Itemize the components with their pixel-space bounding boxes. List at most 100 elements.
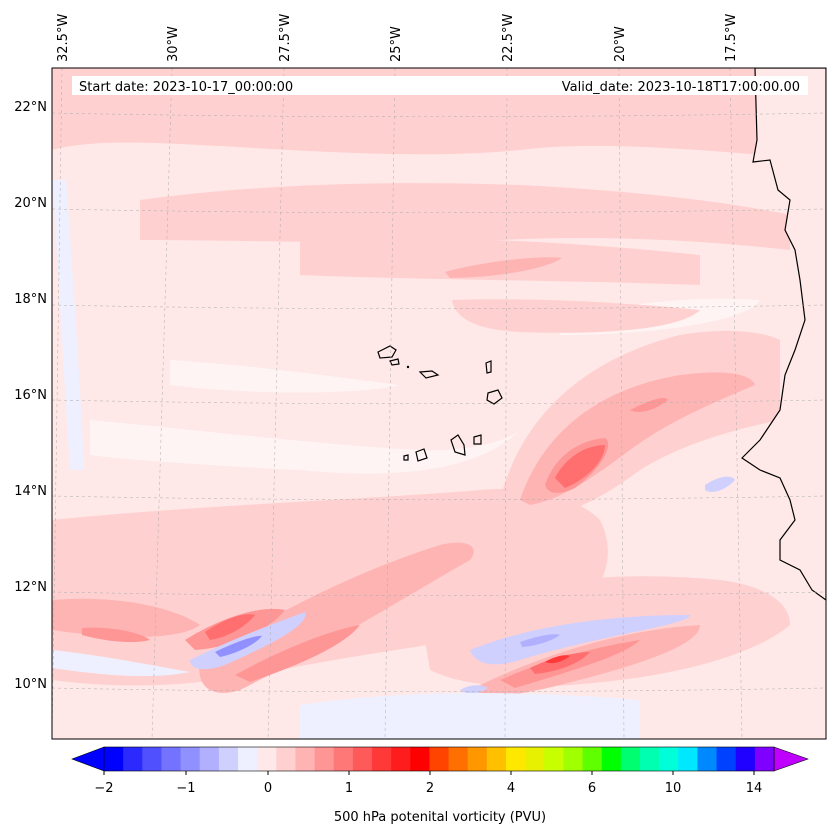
colorbar-cell <box>716 747 737 771</box>
pv-field <box>52 68 826 739</box>
colorbar-cell <box>372 747 392 771</box>
colorbar-cell <box>142 747 162 771</box>
lat-label: 12°N <box>14 580 47 595</box>
colorbar-ticks <box>103 771 755 775</box>
colorbar-cell <box>410 747 430 771</box>
colorbar-cell <box>161 747 182 771</box>
island-maio <box>473 434 482 445</box>
colorbar-tick-labels: −2 −1 0 1 2 4 6 10 14 <box>94 781 762 796</box>
colorbar-cell <box>640 747 660 771</box>
island-boa-vista <box>486 389 503 405</box>
island-santiago <box>450 434 466 456</box>
colorbar-frame <box>103 746 775 772</box>
colorbar-cell <box>582 747 603 771</box>
colorbar-cell <box>257 747 277 771</box>
colorbar-cells <box>104 747 775 771</box>
pv-contour-05 <box>199 542 474 693</box>
colorbar-cell <box>467 747 488 771</box>
colorbar-cell <box>448 747 469 771</box>
colorbar-cell <box>391 747 411 771</box>
pv-negative <box>215 635 262 657</box>
colorbar-cell <box>659 747 679 771</box>
valid-date-text: Valid_date: 2023-10-18T17:00:00.00 <box>562 80 800 95</box>
colorbar-cell <box>506 747 526 771</box>
colorbar-tick-label: 0 <box>264 781 272 796</box>
colorbar-cell <box>333 747 354 771</box>
pv-light-band <box>90 420 520 474</box>
colorbar-cell <box>486 747 507 771</box>
colorbar-tick-label: −1 <box>176 781 195 796</box>
island-santa-luzia <box>406 365 410 369</box>
colorbar-cell <box>525 747 545 771</box>
colorbar-cell <box>123 747 143 771</box>
colorbar-cell <box>563 747 584 771</box>
lon-label: 20°W <box>613 26 628 62</box>
pv-contour-075 <box>82 627 150 643</box>
lon-label: 22.5°W <box>501 14 516 62</box>
colorbar-cell <box>199 747 220 771</box>
lat-label: 20°N <box>14 196 47 211</box>
lat-label: 22°N <box>14 100 47 115</box>
map-frame <box>51 67 827 740</box>
lat-label: 10°N <box>14 677 47 692</box>
colorbar-cell <box>620 747 641 771</box>
gridlines <box>52 68 826 739</box>
pv-contour-075 <box>630 398 668 412</box>
colorbar-under-arrow <box>71 746 105 772</box>
colorbar-cell <box>295 747 316 771</box>
pv-contour-025 <box>452 299 700 333</box>
pv-light-band <box>170 360 400 393</box>
island-sal <box>485 360 492 374</box>
colorbar-cell <box>754 747 775 771</box>
colorbar-tick-label: −2 <box>94 781 113 796</box>
lat-label: 18°N <box>14 292 47 307</box>
colorbar-tick-label: 4 <box>507 781 515 796</box>
colorbar-cell <box>601 747 622 771</box>
longitude-labels: 32.5°W 30°W 27.5°W 25°W 22.5°W 20°W 17.5… <box>56 14 739 62</box>
island-sao-vicente <box>389 358 400 366</box>
colorbar-cell <box>314 747 335 771</box>
start-date-text: Start date: 2023-10-17_00:00:00 <box>79 80 293 95</box>
pv-negative <box>520 634 560 647</box>
pv-contour-025 <box>140 183 790 250</box>
africa-coastline <box>741 68 826 601</box>
pv-negative <box>300 693 640 739</box>
island-santo-antao <box>377 345 397 359</box>
island-sao-nicolau <box>418 370 440 379</box>
lon-label: 32.5°W <box>56 14 71 62</box>
lat-label: 14°N <box>14 484 47 499</box>
colorbar-cell <box>104 747 124 771</box>
colorbar-tick-label: 1 <box>345 781 353 796</box>
pv-negative <box>52 650 190 677</box>
date-header-box <box>72 76 808 95</box>
colorbar-cell <box>238 747 258 771</box>
colorbar-cell <box>429 747 450 771</box>
colorbar-cell <box>276 747 296 771</box>
pv-negative <box>705 476 735 492</box>
pv-light-band <box>52 180 84 470</box>
pv-contour-1 <box>545 655 570 664</box>
lat-label: 16°N <box>14 388 47 403</box>
colorbar-cell <box>735 747 756 771</box>
pv-negative <box>470 615 690 665</box>
colorbar-cell <box>697 747 718 771</box>
pv-contour-1 <box>555 445 605 488</box>
colorbar-cell <box>678 747 698 771</box>
pv-contour-075 <box>235 625 360 682</box>
colorbar-tick-label: 6 <box>588 781 596 796</box>
colorbar-over-arrow <box>773 746 809 772</box>
lon-label: 30°W <box>166 26 181 62</box>
colorbar-tick-label: 10 <box>665 781 682 796</box>
island-brava <box>403 454 409 461</box>
lon-label: 17.5°W <box>724 14 739 62</box>
colorbar-tick-label: 14 <box>746 781 763 796</box>
colorbar-cell <box>218 747 239 771</box>
island-fogo <box>415 448 428 462</box>
colorbar: −2 −1 0 1 2 4 6 10 14 500 hPa potenital … <box>71 746 809 825</box>
colorbar-label: 500 hPa potenital vorticity (PVU) <box>334 810 546 825</box>
latitude-labels: 22°N 20°N 18°N 16°N 14°N 12°N 10°N <box>14 100 47 692</box>
colorbar-cell <box>180 747 201 771</box>
lon-label: 25°W <box>389 26 404 62</box>
lon-label: 27.5°W <box>278 14 293 62</box>
